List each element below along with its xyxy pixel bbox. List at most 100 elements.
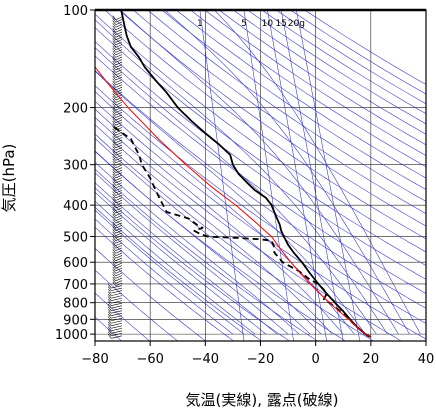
x-tick-label: 40 <box>418 352 435 367</box>
wind-barb-flag <box>112 208 116 214</box>
dry-adiabat <box>118 10 426 227</box>
wind-barb-flag <box>112 196 116 201</box>
wind-barb-flag <box>112 20 116 25</box>
wind-barb-flag <box>112 63 116 68</box>
wind-barb <box>115 184 123 189</box>
moist-adiabat <box>95 191 267 335</box>
dry-adiabat <box>95 168 318 341</box>
wind-barb <box>111 327 123 332</box>
wind-barb <box>115 56 123 61</box>
wind-barb-flag <box>112 218 116 224</box>
y-tick-label: 500 <box>63 231 88 246</box>
dry-adiabat <box>95 206 262 341</box>
wind-barb-flag <box>112 23 116 28</box>
wind-barb <box>111 310 123 314</box>
series-layer <box>95 10 372 338</box>
wind-barb <box>115 69 123 73</box>
wind-barb-flag <box>107 309 112 314</box>
mixing-ratio-line <box>243 10 294 341</box>
x-tick-label: 0 <box>312 352 320 367</box>
wind-barb <box>115 101 123 106</box>
wind-barb <box>115 19 123 23</box>
wind-barb <box>115 172 123 176</box>
wind-barb <box>115 182 123 186</box>
wind-barb-flag <box>107 286 112 291</box>
wind-barb <box>115 41 123 46</box>
dry-adiabat <box>104 10 426 240</box>
wind-barb <box>115 114 123 118</box>
wind-barb-flag <box>112 60 116 66</box>
dry-adiabat <box>95 55 426 294</box>
wind-barb-flag <box>112 55 116 61</box>
wind-barb <box>111 335 123 339</box>
wind-barb <box>115 152 123 156</box>
wind-barb-flag <box>107 298 112 304</box>
wind-barb-flag <box>112 105 116 111</box>
wind-barb <box>115 89 123 93</box>
wind-barb <box>115 167 123 171</box>
wind-barb-flag <box>107 301 112 306</box>
wind-barb-flag <box>112 234 116 239</box>
wind-barb <box>115 86 123 91</box>
mixing-ratio-label: 10 <box>262 19 274 29</box>
wind-barb <box>115 39 123 43</box>
wind-barb-flag <box>112 259 116 264</box>
wind-barb-flag <box>112 163 116 169</box>
wind-barb-flag <box>112 35 116 40</box>
wind-barb-flag <box>112 138 116 143</box>
wind-barb-flag <box>112 266 116 272</box>
wind-barb <box>115 277 123 282</box>
dry-adiabat <box>176 10 426 179</box>
wind-barb-flag <box>112 173 116 179</box>
wind-barb-flag <box>112 30 116 35</box>
moist-adiabat <box>95 19 388 335</box>
wind-barb-flag <box>112 158 116 164</box>
wind-barb <box>115 112 123 116</box>
moist-adiabat <box>95 91 355 335</box>
dry-adiabat <box>95 247 206 341</box>
wind-barb-flag <box>112 198 116 204</box>
wind-barb-flag <box>112 161 116 166</box>
y-axis-title: 気圧(hPa) <box>0 144 18 213</box>
wind-barb-flag <box>107 293 112 299</box>
wind-barb-flag <box>107 324 112 329</box>
wind-barb <box>115 109 123 113</box>
moist-adiabat <box>95 47 377 335</box>
wind-barb-flag <box>112 251 116 256</box>
wind-barb-flag <box>107 283 112 289</box>
wind-barb <box>115 247 123 252</box>
wind-barb <box>111 317 123 322</box>
x-tick-label: −40 <box>192 352 219 367</box>
dry-adiabat <box>147 10 426 202</box>
y-tick-label: 100 <box>63 4 88 19</box>
wind-barb <box>115 104 123 108</box>
wind-barb-flag <box>112 78 116 83</box>
wind-barb-flag <box>112 53 116 58</box>
y-tick-label: 400 <box>63 199 88 214</box>
moist-adiabat <box>95 182 278 335</box>
wind-barb <box>115 227 123 231</box>
wind-barb-flag <box>112 115 116 121</box>
mixing-ratio-line <box>296 10 361 341</box>
wind-barb <box>115 222 123 226</box>
wind-barb <box>115 242 123 247</box>
dry-adiabat <box>204 10 426 156</box>
wind-barb <box>111 292 123 296</box>
wind-barb-flag <box>107 291 112 296</box>
mixing-ratio-label: 5 <box>241 19 247 29</box>
wind-barb <box>115 49 123 53</box>
dry-adiabat <box>133 10 426 214</box>
wind-barb-flag <box>112 264 116 269</box>
wind-barb <box>115 84 123 88</box>
wind-barb-flag <box>112 121 116 126</box>
wind-barb <box>115 74 123 78</box>
wind-barb-flag <box>112 206 116 211</box>
wind-barb <box>115 262 123 267</box>
wind-barb <box>115 192 123 196</box>
wind-barb <box>115 117 123 121</box>
x-axis-title: 気温(実線), 露点(破線) <box>186 391 339 409</box>
wind-barb <box>115 260 123 264</box>
wind-barb-flag <box>112 186 116 191</box>
wind-barb-flag <box>112 58 116 63</box>
wind-barb <box>115 270 123 274</box>
